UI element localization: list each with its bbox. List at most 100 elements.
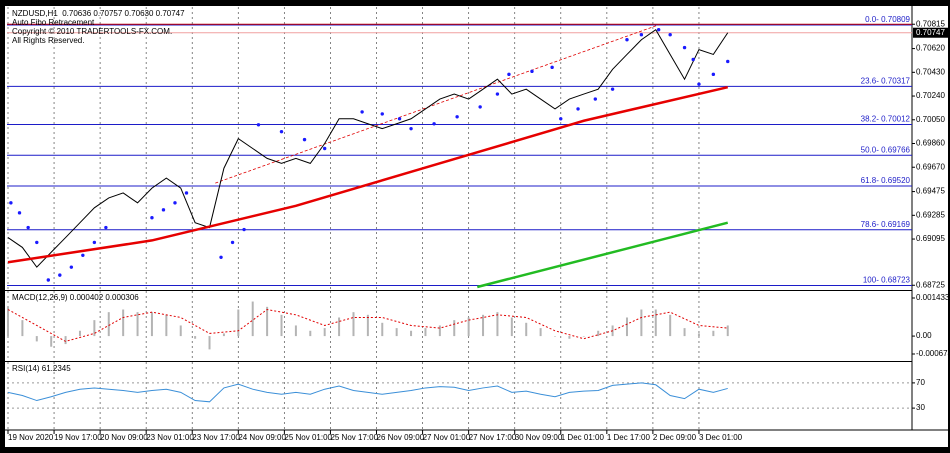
histogram-bar: [194, 336, 197, 339]
sar-dot: [279, 129, 284, 134]
y-tick-label: 70: [916, 378, 925, 387]
sar-dot: [256, 123, 261, 127]
sar-dot: [397, 117, 402, 121]
sar-dot: [173, 201, 177, 205]
sar-dot: [576, 107, 580, 111]
x-tick-label: 24 Nov 09:00: [238, 433, 286, 442]
sar-dot: [230, 240, 235, 245]
sar-dot: [17, 211, 22, 215]
histogram-bar: [453, 320, 456, 337]
histogram-bar: [366, 314, 369, 337]
y-tick-label: 0.70050: [916, 115, 945, 124]
series-line: [7, 29, 729, 268]
sar-dot: [432, 122, 436, 126]
histogram-bar: [338, 317, 341, 337]
histogram-bar: [381, 322, 384, 337]
histogram-bar: [179, 325, 182, 337]
sar-dot: [550, 65, 554, 70]
fibo-label: 100- 0.68723: [863, 276, 911, 285]
histogram-bar: [7, 306, 9, 337]
fibo-label: 78.6- 0.69169: [861, 220, 911, 229]
sar-dot: [639, 33, 644, 37]
histogram-bar: [165, 314, 168, 337]
histogram-bar: [280, 314, 283, 337]
current-price-label: 0.70747: [916, 28, 945, 37]
histogram-bar: [582, 336, 585, 337]
sar-dot: [593, 97, 598, 101]
current-price-box: [913, 27, 948, 38]
histogram-bar: [597, 330, 600, 337]
sar-dot: [380, 112, 384, 116]
histogram-bar: [568, 336, 571, 339]
fibo-label: 0.0- 0.70809: [865, 15, 910, 24]
x-tick-label: 26 Nov 09:00: [377, 433, 425, 442]
histogram-bar: [467, 317, 470, 337]
sar-dot: [409, 126, 413, 131]
histogram-bar: [410, 330, 413, 337]
sar-dot: [507, 72, 511, 77]
y-tick-label: 0.69860: [916, 139, 945, 148]
histogram-bar: [669, 314, 672, 337]
x-tick-label: 19 Nov 2020: [8, 433, 54, 442]
histogram-bar: [150, 312, 153, 337]
y-tick-label: 0.70620: [916, 44, 945, 53]
x-tick-label: 27 Nov 01:00: [423, 433, 471, 442]
sar-dot: [682, 45, 687, 50]
x-tick-label: 2 Dec 09:00: [653, 433, 697, 442]
sar-dot: [478, 105, 482, 109]
histogram-bar: [64, 336, 67, 345]
histogram-bar: [266, 306, 269, 337]
histogram-bar: [510, 317, 513, 337]
fibo-label: 23.6- 0.70317: [861, 77, 911, 86]
x-tick-label: 1 Dec 01:00: [561, 433, 605, 442]
sar-dot: [92, 240, 97, 245]
histogram-bar: [35, 336, 38, 342]
y-tick-label: 0.69475: [916, 187, 945, 196]
sar-dot: [610, 87, 615, 91]
sar-dot: [455, 115, 459, 119]
histogram-bar: [726, 325, 729, 337]
sar-dot: [726, 59, 730, 64]
y-tick-label: 30: [916, 403, 925, 412]
sar-dot: [184, 191, 189, 195]
y-tick-label: 0.70430: [916, 67, 945, 76]
histogram-bar: [712, 330, 715, 337]
histogram-bar: [107, 312, 110, 337]
histogram-bar: [640, 309, 643, 337]
histogram-bar: [208, 336, 211, 350]
x-tick-label: 19 Nov 17:00: [54, 433, 102, 442]
sar-dot: [242, 227, 246, 232]
histogram-bar: [438, 325, 441, 337]
window-bg: [5, 6, 948, 447]
annotation: All Rights Reserved.: [12, 36, 84, 45]
histogram-bar: [352, 312, 355, 337]
sar-dot: [656, 28, 661, 32]
y-tick-label: 0.69285: [916, 210, 945, 219]
series-line: [7, 308, 728, 342]
x-tick-label: 1 Dec 17:00: [607, 433, 651, 442]
sar-dot: [625, 38, 629, 42]
y-tick-label: 0.69670: [916, 162, 945, 171]
y-tick-label: 0.00: [916, 331, 932, 340]
histogram-bar: [222, 333, 225, 337]
x-tick-label: 23 Nov 01:00: [146, 433, 194, 442]
sar-dot: [69, 265, 74, 269]
x-tick-label: 27 Nov 17:00: [469, 433, 517, 442]
rsi-title: RSI(14) 61.2345: [12, 364, 71, 373]
x-tick-label: 25 Nov 17:00: [330, 433, 378, 442]
sar-dot: [35, 240, 39, 245]
histogram-bar: [525, 322, 528, 337]
histogram-bar: [21, 320, 24, 337]
sar-dot: [58, 273, 62, 277]
histogram-bar: [424, 328, 427, 337]
sar-dot: [360, 110, 364, 114]
series-line: [7, 85, 729, 264]
annotation: Auto Fibo Retracement: [12, 18, 95, 27]
y-tick-label: 0.001433: [916, 293, 950, 302]
histogram-bar: [251, 301, 254, 337]
y-tick-label: 0.70815: [916, 19, 945, 28]
trend-line: [215, 24, 659, 184]
